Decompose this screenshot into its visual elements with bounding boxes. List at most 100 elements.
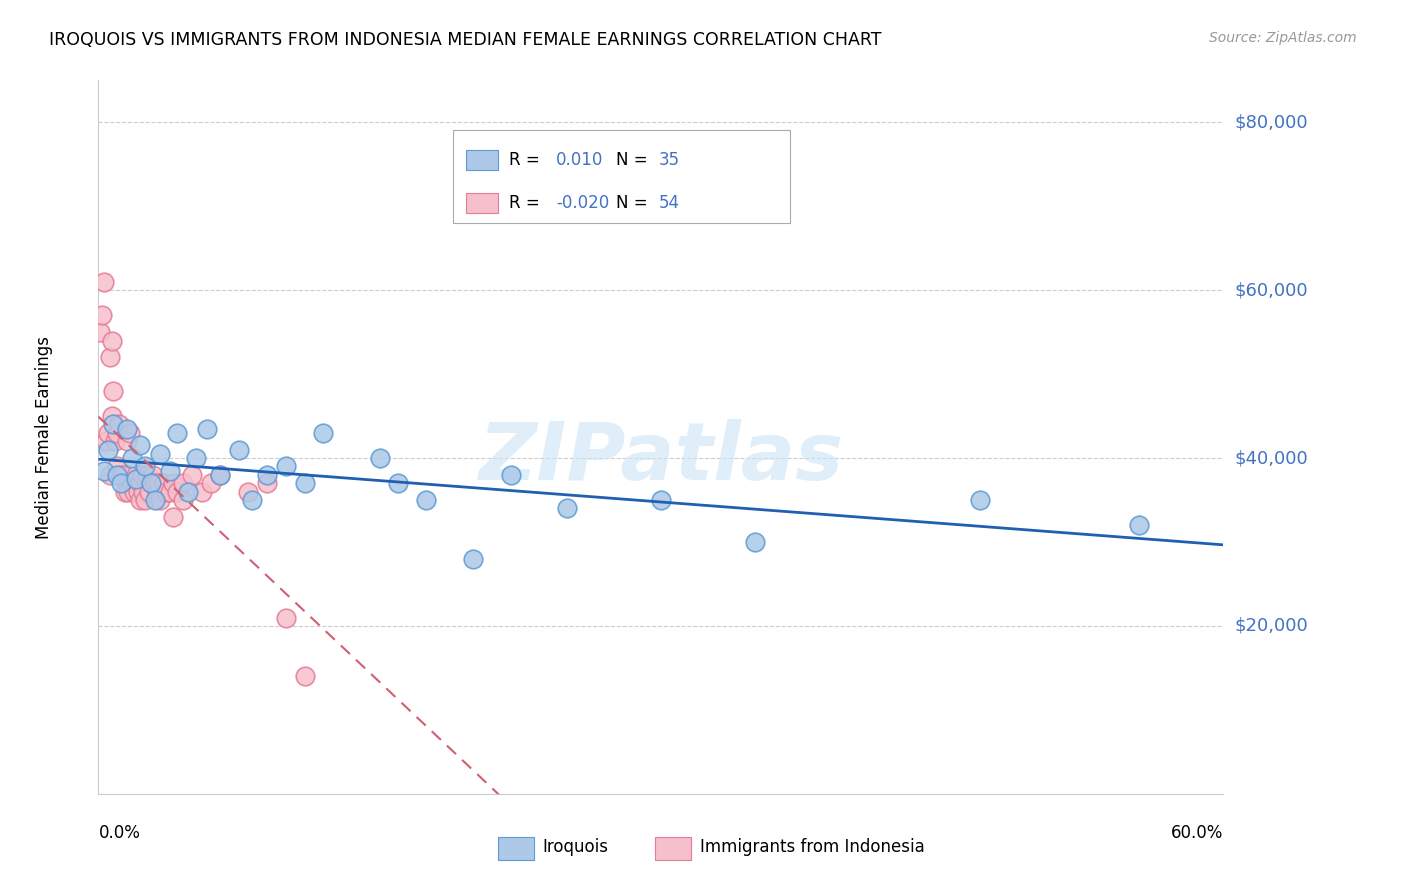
Point bbox=[228, 442, 250, 457]
Point bbox=[555, 501, 578, 516]
Point bbox=[294, 669, 316, 683]
Point bbox=[134, 493, 156, 508]
Point bbox=[103, 417, 125, 432]
Point bbox=[139, 476, 162, 491]
Text: N =: N = bbox=[616, 194, 652, 211]
Point bbox=[98, 467, 121, 482]
Point bbox=[274, 459, 297, 474]
Point bbox=[463, 551, 485, 566]
Point bbox=[1128, 518, 1150, 533]
Point bbox=[155, 484, 177, 499]
Point bbox=[184, 451, 207, 466]
Point bbox=[256, 476, 278, 491]
Text: R =: R = bbox=[509, 151, 546, 169]
Point bbox=[103, 384, 125, 398]
Point bbox=[256, 467, 278, 482]
Bar bbox=[467, 193, 498, 212]
Point bbox=[143, 493, 166, 508]
Point bbox=[499, 467, 522, 482]
Text: 60.0%: 60.0% bbox=[1171, 824, 1223, 842]
Point bbox=[294, 476, 316, 491]
Point bbox=[108, 417, 131, 432]
Point bbox=[100, 334, 122, 348]
Point bbox=[162, 476, 184, 491]
Point bbox=[120, 425, 142, 440]
Point bbox=[143, 476, 166, 491]
Text: $60,000: $60,000 bbox=[1234, 281, 1308, 299]
Point bbox=[166, 484, 188, 499]
Point bbox=[100, 409, 122, 423]
Text: R =: R = bbox=[509, 194, 546, 211]
Point bbox=[105, 467, 128, 482]
Text: 0.0%: 0.0% bbox=[98, 824, 141, 842]
Bar bbox=[467, 150, 498, 169]
Point bbox=[240, 493, 263, 508]
Point bbox=[159, 484, 181, 499]
Point bbox=[181, 467, 204, 482]
Point bbox=[166, 425, 188, 440]
Text: 0.010: 0.010 bbox=[557, 151, 603, 169]
Text: $80,000: $80,000 bbox=[1234, 113, 1308, 131]
Point bbox=[127, 484, 149, 499]
Point bbox=[97, 442, 120, 457]
Text: Iroquois: Iroquois bbox=[543, 838, 609, 856]
Point bbox=[159, 464, 181, 478]
Point bbox=[93, 275, 115, 289]
Point bbox=[115, 476, 138, 491]
Point bbox=[274, 610, 297, 624]
Text: Source: ZipAtlas.com: Source: ZipAtlas.com bbox=[1209, 31, 1357, 45]
Text: $20,000: $20,000 bbox=[1234, 617, 1308, 635]
Point bbox=[177, 484, 200, 499]
Point bbox=[105, 459, 128, 474]
Text: $40,000: $40,000 bbox=[1234, 449, 1308, 467]
Text: N =: N = bbox=[616, 151, 652, 169]
Bar bbox=[498, 838, 534, 860]
Point bbox=[969, 493, 991, 508]
Point bbox=[114, 484, 136, 499]
Text: 54: 54 bbox=[658, 194, 679, 211]
Point bbox=[128, 476, 150, 491]
Point bbox=[128, 493, 150, 508]
Text: -0.020: -0.020 bbox=[557, 194, 609, 211]
Point bbox=[142, 467, 165, 482]
Point bbox=[650, 493, 672, 508]
Point bbox=[98, 351, 121, 365]
Point bbox=[138, 484, 160, 499]
Point bbox=[139, 476, 162, 491]
Point bbox=[131, 467, 153, 482]
Point bbox=[122, 484, 145, 499]
Point bbox=[195, 422, 218, 436]
Point bbox=[128, 438, 150, 452]
Point bbox=[415, 493, 437, 508]
Point bbox=[172, 493, 194, 508]
Point bbox=[200, 476, 222, 491]
Point bbox=[97, 425, 120, 440]
Point bbox=[145, 484, 167, 499]
Point bbox=[121, 476, 143, 491]
Point bbox=[105, 425, 128, 440]
Point bbox=[172, 476, 194, 491]
Point bbox=[89, 325, 111, 339]
Bar bbox=[655, 838, 692, 860]
Point bbox=[190, 484, 212, 499]
Text: 35: 35 bbox=[658, 151, 679, 169]
Point bbox=[136, 467, 159, 482]
Point bbox=[121, 451, 143, 466]
Point bbox=[110, 476, 132, 491]
Point bbox=[117, 484, 139, 499]
Point bbox=[238, 484, 260, 499]
Point bbox=[149, 493, 172, 508]
Text: IROQUOIS VS IMMIGRANTS FROM INDONESIA MEDIAN FEMALE EARNINGS CORRELATION CHART: IROQUOIS VS IMMIGRANTS FROM INDONESIA ME… bbox=[49, 31, 882, 49]
Point bbox=[744, 535, 766, 549]
Point bbox=[387, 476, 409, 491]
Point bbox=[132, 484, 155, 499]
Point bbox=[115, 434, 138, 449]
Text: Immigrants from Indonesia: Immigrants from Indonesia bbox=[700, 838, 925, 856]
Point bbox=[149, 447, 172, 461]
Point bbox=[153, 476, 176, 491]
Point bbox=[312, 425, 335, 440]
Point bbox=[125, 472, 148, 486]
Point bbox=[209, 467, 232, 482]
Point bbox=[94, 434, 117, 449]
Point bbox=[162, 509, 184, 524]
